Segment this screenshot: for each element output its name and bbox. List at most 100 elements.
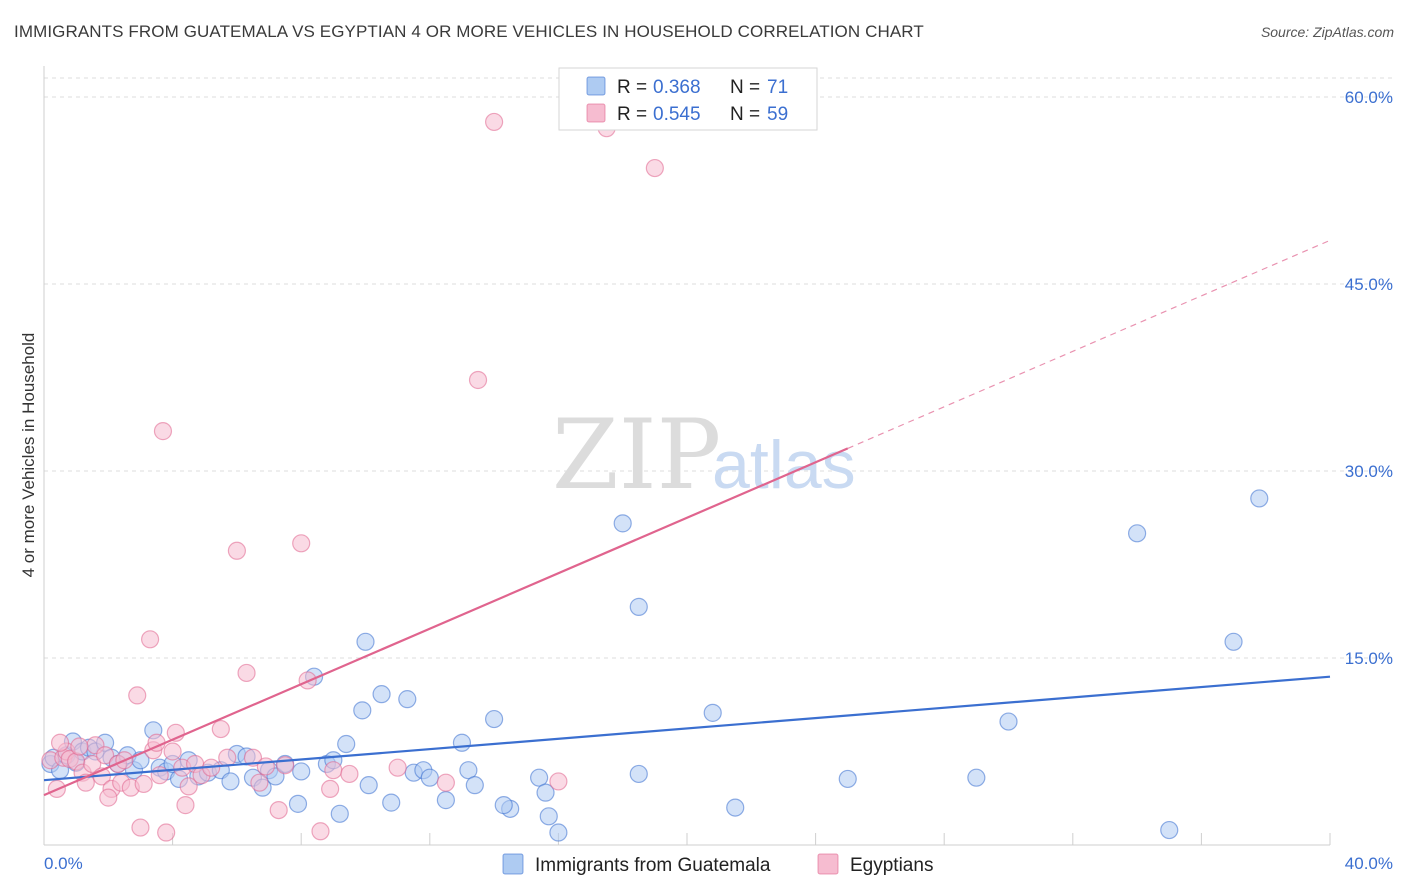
guatemala-point-63 <box>1127 524 1147 543</box>
guatemala-point-47 <box>459 761 478 780</box>
y-tick-labels: 15.0% 30.0% 45.0% 60.0% <box>1345 88 1393 668</box>
egyptians-point-38 <box>269 800 288 820</box>
guatemala-point-60 <box>838 769 857 789</box>
egyptians-trend-line <box>43 447 849 797</box>
egyptians-point-25 <box>163 742 182 761</box>
egyptians-point-19 <box>134 774 153 794</box>
bottom-legend-label-egyptians: Egyptians <box>850 855 933 876</box>
guatemala-point-55 <box>613 514 632 533</box>
egyptians-point-32 <box>211 719 230 739</box>
legend-n-label-2: N = <box>730 104 760 125</box>
egyptians-point-23 <box>153 422 173 441</box>
egyptians-point-34 <box>227 541 246 560</box>
egyptians-point-28 <box>179 777 198 796</box>
bottom-legend-label-guatemala: Immigrants from Guatemala <box>535 855 771 876</box>
egyptians-point-33 <box>218 748 237 767</box>
egyptians-point-18 <box>131 818 150 837</box>
guatemala-point-69 <box>288 794 308 813</box>
egyptians-point-51 <box>176 796 195 815</box>
egyptians-point-56 <box>70 737 89 756</box>
legend-swatch-egyptians <box>586 103 606 123</box>
guatemala-point-39 <box>372 685 391 704</box>
x-tick-label-max: 40.0% <box>1345 854 1393 873</box>
legend-n-value-2: 59 <box>767 104 788 125</box>
guatemala-point-53 <box>539 807 558 826</box>
watermark-zip: ZIP <box>552 399 721 511</box>
legend-swatch-guatemala <box>586 76 606 96</box>
egyptians-point-50 <box>99 788 118 807</box>
egyptians-point-20 <box>140 630 160 649</box>
data-points <box>41 112 1269 842</box>
egyptians-point-37 <box>256 757 275 776</box>
guatemala-point-56 <box>629 764 648 784</box>
guatemala-trend-line <box>43 675 1331 782</box>
guatemala-point-40 <box>382 793 401 812</box>
y-axis-title: 4 or more Vehicles in Household <box>19 333 38 578</box>
guatemala-point-46 <box>452 733 472 752</box>
legend-r-value-2: 0.545 <box>653 104 701 125</box>
guatemala-point-38 <box>359 776 378 795</box>
egyptians-point-42 <box>311 822 330 841</box>
egyptians-point-17 <box>128 686 147 705</box>
gridlines <box>44 77 1393 659</box>
guatemala-point-32 <box>292 762 311 781</box>
guatemala-point-57 <box>629 597 648 616</box>
guatemala-point-58 <box>703 703 722 722</box>
egyptians-point-43 <box>324 761 343 780</box>
guatemala-point-67 <box>494 796 513 815</box>
watermark-atlas: atlas <box>712 427 856 503</box>
guatemala-point-36 <box>337 734 356 754</box>
guatemala-point-51 <box>530 768 549 787</box>
source-label: Source: ZipAtlas.com <box>1260 24 1394 40</box>
egyptians-point-40 <box>292 534 311 553</box>
egyptians-point-52 <box>321 779 340 799</box>
watermark: ZIP atlas <box>552 399 856 511</box>
legend: R = 0.368 N = 71 R = 0.545 N = 59 <box>558 67 818 131</box>
guatemala-point-64 <box>1160 820 1179 840</box>
guatemala-point-62 <box>999 712 1018 731</box>
guatemala-point-44 <box>420 768 439 787</box>
legend-r-label-2: R = <box>617 104 647 125</box>
guatemala-point-49 <box>485 709 504 729</box>
bottom-legend-swatch-guatemala <box>502 853 524 875</box>
egyptians-point-54 <box>436 773 455 792</box>
bottom-legend-swatch-egyptians <box>817 853 839 875</box>
chart-title: IMMIGRANTS FROM GUATEMALA VS EGYPTIAN 4 … <box>14 22 924 41</box>
guatemala-point-48 <box>465 776 484 795</box>
guatemala-point-37 <box>353 701 372 720</box>
egyptians-point-24 <box>157 823 176 842</box>
guatemala-point-54 <box>549 823 568 842</box>
legend-r-label-1: R = <box>617 77 647 98</box>
egyptians-point-58 <box>340 764 359 784</box>
y-tick-label-3: 60.0% <box>1345 88 1393 107</box>
guatemala-point-61 <box>967 768 986 787</box>
egyptians-point-53 <box>250 773 269 792</box>
x-tick-label-min: 0.0% <box>44 854 83 873</box>
egyptians-point-11 <box>95 746 115 765</box>
egyptians-point-47 <box>485 112 504 132</box>
egyptians-point-55 <box>150 766 169 785</box>
trend-lines <box>43 239 1331 797</box>
egyptians-point-57 <box>50 733 70 752</box>
x-ticks <box>43 833 1331 845</box>
egyptians-point-48 <box>388 758 407 777</box>
egyptians-trend-extension <box>847 239 1331 449</box>
egyptians-point-35 <box>237 663 256 683</box>
guatemala-point-65 <box>1224 632 1243 651</box>
egyptians-point-49 <box>549 772 568 791</box>
y-tick-label-1: 30.0% <box>1345 462 1393 481</box>
legend-n-label-1: N = <box>730 77 760 98</box>
legend-n-value-1: 71 <box>767 77 788 98</box>
y-tick-label-2: 45.0% <box>1345 275 1393 294</box>
guatemala-point-24 <box>221 772 240 791</box>
y-tick-label-0: 15.0% <box>1345 649 1393 668</box>
egyptians-point-46 <box>645 158 664 178</box>
legend-r-value-1: 0.368 <box>653 77 701 98</box>
guatemala-point-52 <box>536 783 555 802</box>
guatemala-point-41 <box>398 690 417 709</box>
bottom-legend: Immigrants from Guatemala Egyptians <box>502 853 933 876</box>
egyptians-point-8 <box>83 754 102 774</box>
guatemala-point-66 <box>1250 489 1269 508</box>
guatemala-point-45 <box>436 791 455 810</box>
